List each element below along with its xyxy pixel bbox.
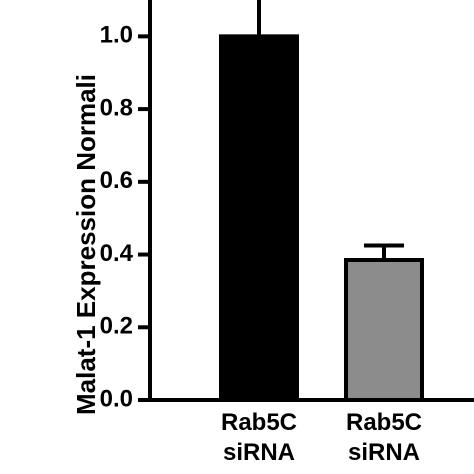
y-tick-label: 0.4 [100,240,134,267]
y-axis-label: Malat-1 Expression Normali [71,74,101,415]
x-tick-label: Rab5C siRNA [220,409,298,466]
bar [344,258,424,402]
y-tick-label: 0.6 [100,167,133,194]
y-tick-label: 1.0 [100,22,133,49]
y-tick-label: 0.2 [100,313,133,340]
y-tick-label: 0.0 [100,385,133,412]
x-tick-label: Rab5C siRNA [345,409,423,466]
y-tick-label: 0.8 [100,94,133,121]
bar [219,34,299,402]
